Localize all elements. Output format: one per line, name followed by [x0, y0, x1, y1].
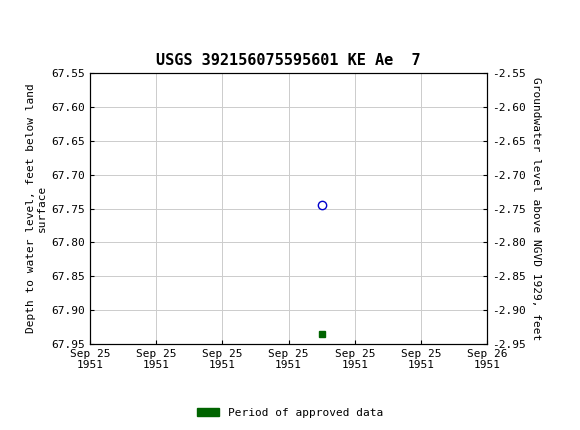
- Text: USGS: USGS: [3, 10, 46, 28]
- Title: USGS 392156075595601 KE Ae  7: USGS 392156075595601 KE Ae 7: [156, 53, 421, 68]
- Legend: Period of approved data: Period of approved data: [193, 403, 387, 422]
- Y-axis label: Groundwater level above NGVD 1929, feet: Groundwater level above NGVD 1929, feet: [531, 77, 541, 340]
- Y-axis label: Depth to water level, feet below land
surface: Depth to water level, feet below land su…: [26, 84, 47, 333]
